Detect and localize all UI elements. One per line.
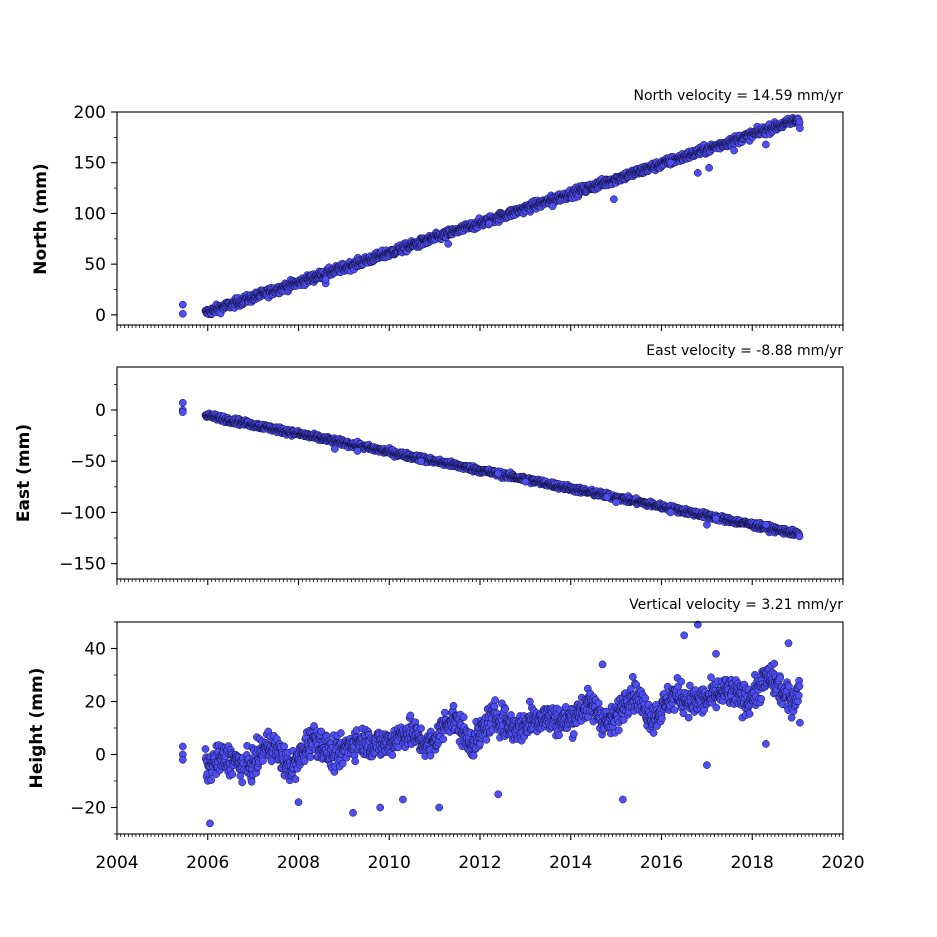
- east-data-point: [178, 408, 187, 416]
- east-data-point: [703, 520, 711, 529]
- height-data-point: [555, 731, 563, 740]
- height-data-point: [707, 673, 715, 682]
- height-data-point: [337, 729, 345, 737]
- height-data-point: [628, 672, 637, 681]
- height-data-point: [459, 713, 468, 722]
- height-data-point: [259, 756, 267, 765]
- height-data-point: [469, 751, 478, 760]
- north-y-tick-label: 150: [74, 154, 106, 174]
- north-data-point: [485, 219, 493, 228]
- east-data-point: [795, 532, 804, 541]
- north-data-point: [321, 275, 330, 284]
- north-data-point: [610, 195, 618, 204]
- east-data-point: [666, 508, 675, 517]
- height-data-point: [670, 706, 679, 714]
- height-data-point: [238, 778, 247, 787]
- east-y-tick-label: −150: [59, 555, 106, 575]
- north-data-point: [730, 146, 738, 155]
- height-data-point: [614, 726, 623, 735]
- height-data-point: [449, 701, 458, 710]
- north-y-tick-label: 200: [74, 103, 106, 123]
- north-data-point: [762, 140, 770, 149]
- height-data-point: [291, 775, 300, 784]
- height-data-point: [280, 742, 288, 751]
- east-velocity-title: East velocity = -8.88 mm/yr: [646, 343, 843, 359]
- height-data-point: [684, 713, 693, 722]
- east-data-point: [417, 457, 425, 466]
- height-panel: Vertical velocity = 3.21 mm/yr Height (m…: [27, 597, 865, 873]
- east-data-point: [603, 493, 611, 501]
- north-data-point: [705, 163, 713, 172]
- east-y-tick-label: 0: [95, 401, 106, 421]
- north-y-tick-label: 100: [74, 204, 106, 224]
- north-data-point: [666, 158, 675, 167]
- east-panel: East velocity = -8.88 mm/yr East (mm) −1…: [14, 343, 844, 585]
- east-data-point: [612, 498, 620, 507]
- north-y-tick-label: 0: [95, 306, 106, 326]
- north-panel: North velocity = 14.59 mm/yr North (mm) …: [31, 88, 844, 331]
- height-data-point: [594, 699, 603, 708]
- east-data-point: [762, 520, 770, 529]
- height-points: [178, 620, 804, 828]
- height-data-point: [247, 777, 256, 786]
- height-data-point: [439, 735, 448, 744]
- height-data-point: [491, 696, 499, 704]
- height-data-point: [658, 714, 666, 723]
- north-data-point: [178, 300, 187, 309]
- east-data-point: [330, 445, 339, 453]
- north-y-tick-label: 50: [84, 255, 106, 275]
- height-data-point: [201, 745, 210, 753]
- height-data-point: [388, 751, 397, 759]
- height-data-point: [406, 711, 415, 720]
- north-data-point: [693, 169, 702, 177]
- east-data-point: [521, 477, 530, 486]
- north-data-point: [548, 202, 557, 211]
- north-data-point: [796, 124, 804, 133]
- height-velocity-title: Vertical velocity = 3.21 mm/yr: [629, 597, 843, 613]
- height-data-point: [677, 677, 686, 686]
- east-y-tick-label: −50: [70, 452, 106, 472]
- height-data-point: [426, 751, 435, 760]
- north-velocity-title: North velocity = 14.59 mm/yr: [633, 88, 843, 104]
- east-data-point: [178, 398, 187, 407]
- height-data-point: [482, 735, 491, 744]
- north-points: [178, 113, 804, 319]
- height-data-point: [501, 705, 510, 713]
- height-data-point: [351, 757, 360, 766]
- height-data-point: [207, 776, 216, 784]
- height-data-point: [417, 724, 425, 733]
- north-ylabel: North (mm): [31, 163, 51, 274]
- height-ylabel: Height (mm): [27, 668, 47, 789]
- height-data-point: [649, 729, 658, 737]
- east-data-point: [494, 469, 503, 478]
- height-data-point: [228, 770, 237, 779]
- north-data-point: [444, 240, 453, 248]
- east-y-tick-label: −100: [59, 503, 106, 523]
- east-data-point: [353, 447, 362, 455]
- height-data-point: [306, 753, 315, 761]
- east-points: [178, 398, 804, 541]
- height-data-point: [440, 708, 449, 717]
- height-data-point: [641, 694, 650, 702]
- height-data-point: [569, 730, 578, 738]
- height-data-point: [712, 703, 721, 712]
- north-data-point: [178, 309, 187, 318]
- east-data-point: [712, 514, 720, 523]
- east-ylabel: East (mm): [14, 424, 34, 522]
